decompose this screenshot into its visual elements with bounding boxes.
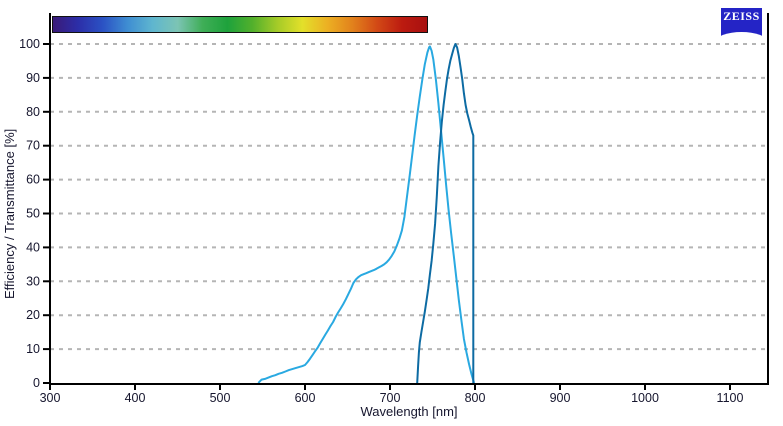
- y-axis-title: Efficiency / Transmittance [%]: [2, 128, 17, 300]
- y-tick-label: 40: [26, 240, 40, 254]
- zeiss-logo-text: ZEISS: [723, 9, 760, 23]
- x-tick-label: 400: [125, 391, 146, 405]
- y-tick-label: 20: [26, 308, 40, 322]
- zeiss-logo-arc: [721, 32, 762, 41]
- visible-spectrum-bar: [52, 16, 428, 33]
- emission-spectrum-curve: [416, 43, 475, 384]
- x-tick-label: 300: [40, 391, 61, 405]
- y-tick-label: 100: [19, 37, 40, 51]
- x-axis-title: Wavelength [nm]: [360, 404, 458, 419]
- y-tick-label: 90: [26, 71, 40, 85]
- y-tick-label: 30: [26, 274, 40, 288]
- x-tick-label: 500: [210, 391, 231, 405]
- y-tick-label: 80: [26, 105, 40, 119]
- y-tick-label: 10: [26, 342, 40, 356]
- y-tick-label: 50: [26, 207, 40, 221]
- x-tick-label: 700: [380, 391, 401, 405]
- y-tick-label: 60: [26, 173, 40, 187]
- x-tick-label: 1100: [717, 391, 744, 405]
- x-tick-label: 1000: [631, 391, 659, 405]
- x-tick-label: 900: [550, 391, 571, 405]
- x-tick-label: 800: [465, 391, 486, 405]
- x-tick-label: 600: [295, 391, 316, 405]
- y-tick-label: 0: [33, 376, 40, 390]
- zeiss-logo: ZEISS: [721, 8, 762, 41]
- y-tick-label: 70: [26, 139, 40, 153]
- excitation-spectrum-curve: [257, 45, 476, 384]
